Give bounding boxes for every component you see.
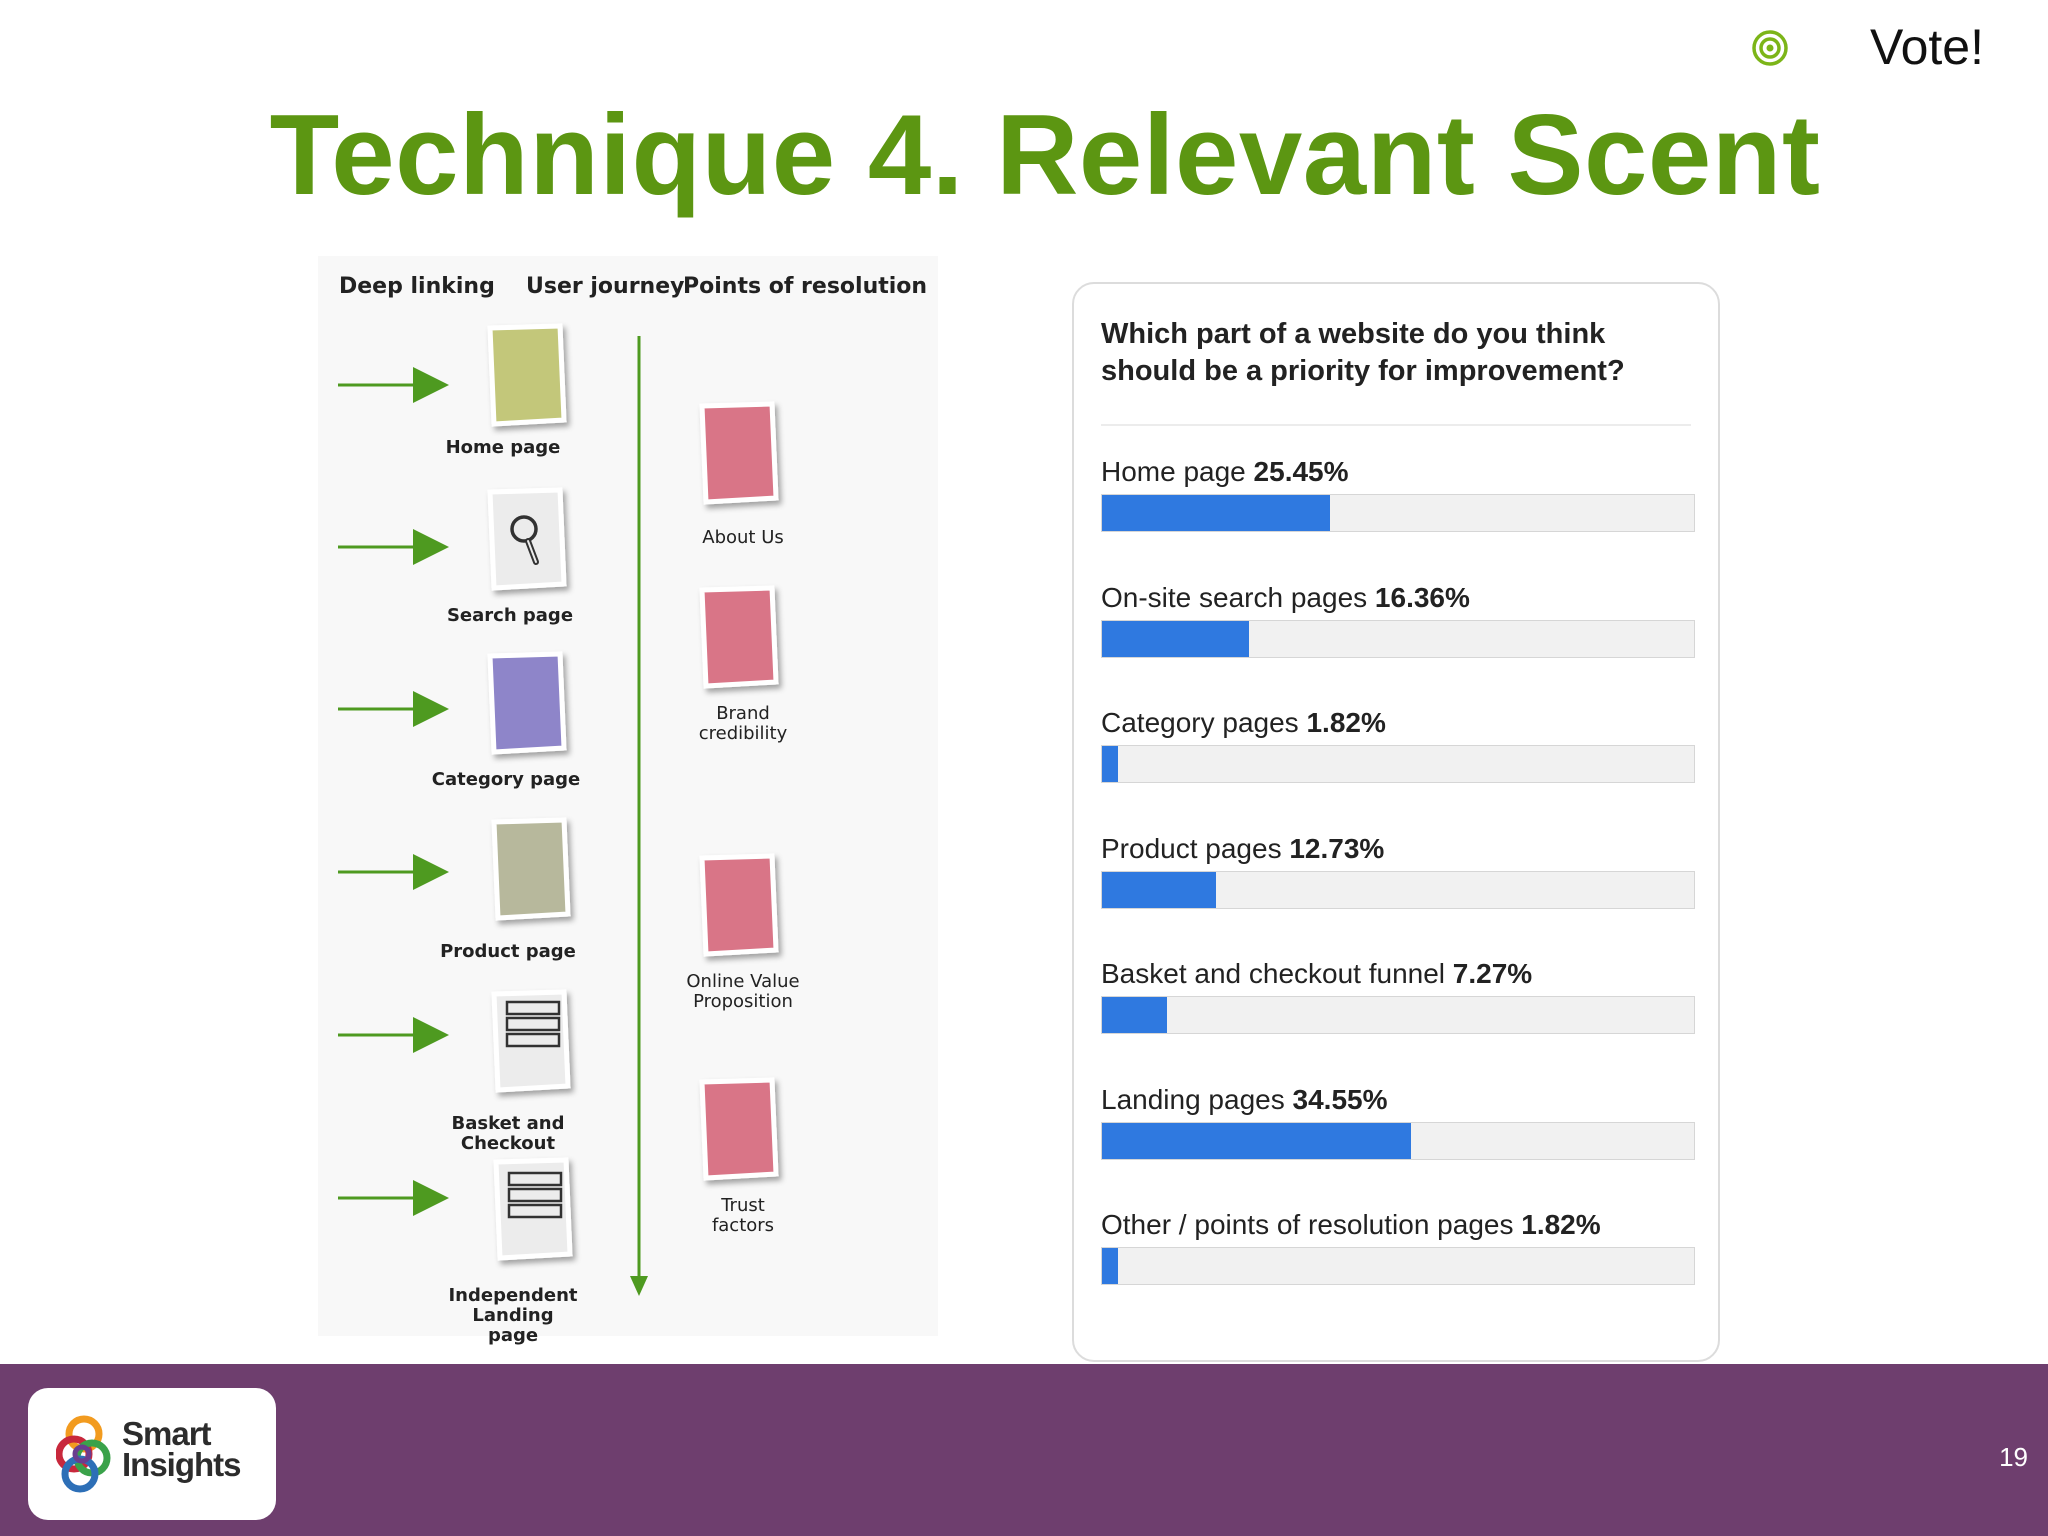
relevant-scent-diagram: Deep linking User journey Points of reso…	[318, 256, 938, 1346]
poll-bar	[1102, 997, 1168, 1033]
diagram-graphics	[338, 323, 779, 1296]
col-head-user-journey: User journey	[526, 274, 685, 299]
about-us-label: About Us	[702, 527, 784, 548]
poll-option-percent: 1.82%	[1306, 707, 1386, 738]
online-value-proposition-doc-icon	[699, 853, 779, 957]
poll-bar-track	[1101, 619, 1695, 658]
page-number: 19	[1999, 1442, 2028, 1472]
logo-word-smart: Smart	[122, 1415, 212, 1452]
poll-option-label: Other / points of resolution pages 1.82%	[1101, 1209, 1601, 1241]
poll-bar	[1102, 746, 1119, 782]
poll-option-percent: 12.73%	[1289, 832, 1385, 864]
footer-bar: Smart Insights 19	[0, 1364, 2048, 1536]
poll-option-label: Home page 25.45%	[1101, 456, 1349, 488]
col-head-deep-linking: Deep linking	[339, 274, 495, 299]
poll-option: Other / points of resolution pages 1.82%	[1101, 1209, 1695, 1309]
poll-option: Landing pages 34.55%	[1101, 1084, 1695, 1184]
independent-landing-doc-icon	[493, 1157, 573, 1261]
poll-bar-track	[1101, 494, 1695, 532]
poll-option: On-site search pages 16.36%	[1101, 582, 1695, 682]
independent-landing-label: Independent Landing page	[448, 1285, 578, 1346]
poll-option-percent: 16.36%	[1374, 581, 1470, 613]
about-us-doc-icon	[699, 401, 779, 505]
poll-divider	[1101, 424, 1691, 426]
poll-bar	[1102, 620, 1249, 657]
poll-option: Category pages 1.82%	[1101, 707, 1695, 807]
trust-factors-label: Trust factors	[711, 1195, 775, 1236]
poll-results-panel: Which part of a website do you think sho…	[1072, 282, 1720, 1362]
poll-option-percent: 7.27%	[1452, 958, 1533, 989]
search-page-label: Search page	[446, 605, 574, 626]
poll-option: Home page 25.45%	[1101, 456, 1695, 556]
poll-option: Basket and checkout funnel 7.27%	[1101, 958, 1695, 1058]
slide-title: Technique 4. Relevant Scent	[269, 92, 1821, 219]
target-bullet-icon	[1752, 30, 1788, 66]
poll-option-name: On-site search pages	[1101, 581, 1368, 613]
poll-option-percent: 1.82%	[1521, 1209, 1601, 1240]
poll-option-name: Product pages	[1101, 832, 1282, 864]
poll-bar-track	[1101, 870, 1695, 909]
poll-option-name: Landing pages	[1101, 1083, 1285, 1115]
poll-question: Which part of a website do you think sho…	[1101, 318, 1625, 387]
basket-checkout-doc-icon	[491, 989, 571, 1093]
trust-factors-doc-icon	[699, 1077, 779, 1181]
poll-option-label: Product pages 12.73%	[1101, 833, 1384, 865]
poll-option-label: Landing pages 34.55%	[1101, 1084, 1387, 1116]
smart-insights-logo: Smart Insights	[28, 1388, 276, 1520]
poll-bar	[1102, 495, 1330, 531]
col-head-points-of-resolution: Points of resolution	[683, 274, 928, 299]
poll-option-name: Category pages	[1101, 707, 1299, 738]
home-page-doc-icon	[487, 323, 567, 427]
basket-checkout-label: Basket and Checkout	[451, 1113, 565, 1154]
poll-bar-track	[1101, 996, 1695, 1034]
poll-bar	[1102, 1122, 1412, 1159]
poll-option-percent: 34.55%	[1292, 1083, 1388, 1115]
category-page-label: Category page	[431, 769, 581, 790]
poll-bar-track	[1101, 1247, 1695, 1285]
poll-option-name: Home page	[1101, 456, 1246, 487]
smart-insights-logo-mark-icon	[56, 1415, 111, 1493]
poll-option-name: Basket and checkout funnel	[1101, 958, 1446, 989]
product-page-label: Product page	[440, 941, 576, 962]
search-page-doc-icon	[487, 487, 567, 591]
user-journey-arrowhead	[630, 1276, 648, 1296]
poll-option-name: Other / points of resolution pages	[1101, 1209, 1514, 1240]
poll-bar-track	[1101, 1121, 1695, 1160]
brand-credibility-label: Brand credibility	[698, 703, 788, 744]
poll-bar	[1102, 1248, 1119, 1284]
online-value-proposition-label: Online Value Proposition	[686, 971, 800, 1012]
poll-option: Product pages 12.73%	[1101, 833, 1695, 933]
brand-credibility-doc-icon	[699, 585, 779, 689]
category-page-doc-icon	[487, 651, 567, 755]
poll-bar	[1102, 871, 1216, 908]
poll-option-label: Category pages 1.82%	[1101, 707, 1386, 739]
poll-option-percent: 25.45%	[1253, 456, 1349, 487]
poll-bar-track	[1101, 745, 1695, 783]
poll-option-label: Basket and checkout funnel 7.27%	[1101, 958, 1532, 990]
vote-label: Vote!	[1870, 19, 1984, 75]
logo-word-insights: Insights	[122, 1446, 242, 1483]
logo-wordmark: Smart Insights	[122, 1415, 242, 1483]
product-page-doc-icon	[491, 817, 571, 921]
home-page-label: Home page	[445, 437, 561, 458]
poll-option-label: On-site search pages 16.36%	[1101, 582, 1470, 614]
